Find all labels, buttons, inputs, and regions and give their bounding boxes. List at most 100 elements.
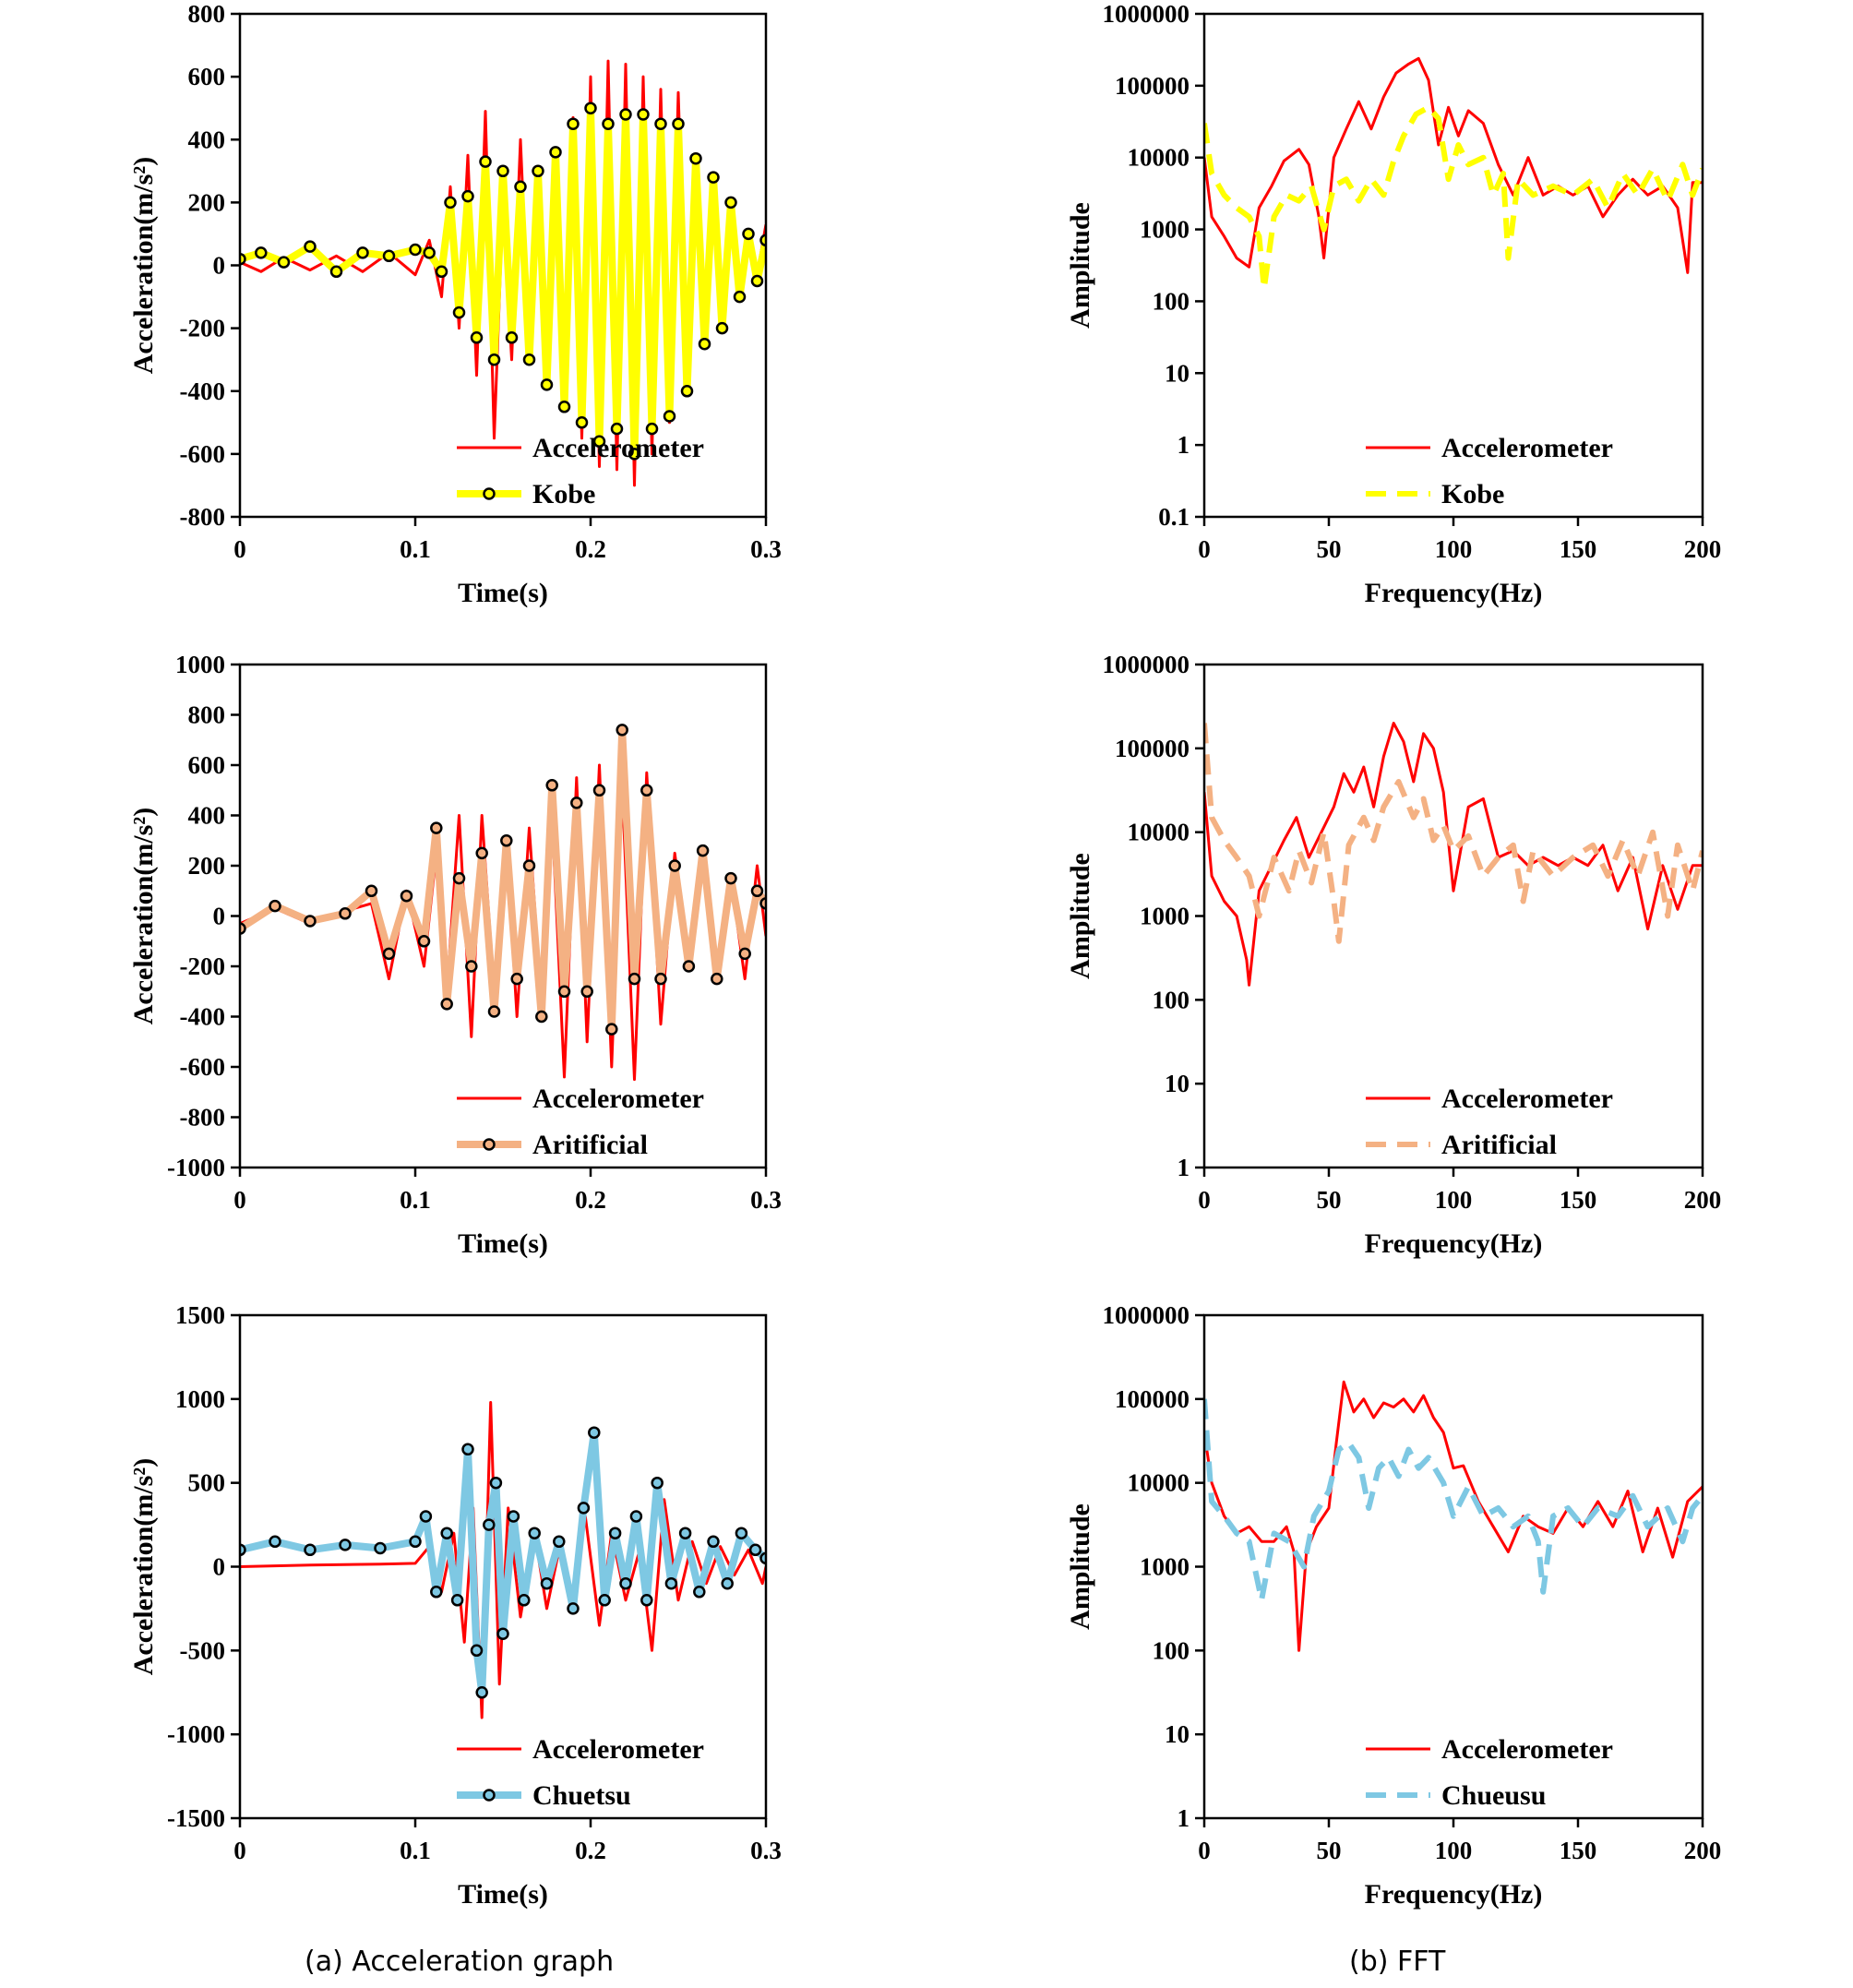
x-tick-label: 0.1 [400, 1837, 431, 1864]
y-tick-label: 200 [188, 852, 226, 880]
x-tick-label: 200 [1684, 1186, 1722, 1214]
data-point-marker [680, 385, 694, 398]
y-axis-title: Acceleration(m/s²) [128, 1458, 159, 1676]
data-point-marker [339, 907, 352, 920]
data-point-marker [487, 1005, 501, 1018]
x-tick-label: 0.3 [750, 1837, 782, 1864]
y-axis-title: Amplitude [1065, 853, 1095, 979]
series-line-reference [1204, 723, 1703, 944]
data-point-marker [444, 196, 457, 210]
chart-acc3: -1500 -1000 -500 0 500 1000 1500 0 0.1 0.2 0.3 Time… [128, 1301, 782, 1910]
y-tick-label: 1000 [175, 1385, 225, 1413]
y-tick-label: -200 [180, 952, 226, 980]
data-point-marker [540, 378, 554, 391]
y-tick-label: 1000 [1140, 1553, 1190, 1581]
data-point-marker [721, 1576, 734, 1590]
data-point-marker [696, 844, 710, 857]
legend-label: Kobe [1441, 479, 1504, 509]
plot-area [240, 1401, 766, 1719]
y-tick-label: 1 [1178, 1804, 1190, 1832]
chart-fft3: 1 10 100 1000 10000 100000 1000000 0 50 100 150 200… [1065, 1301, 1721, 1910]
y-tick-label: 100000 [1115, 72, 1190, 100]
legend-label: Accelerometer [1441, 1084, 1613, 1114]
data-point-marker [724, 871, 737, 885]
y-tick-label: 10000 [1128, 1469, 1190, 1497]
legend-label: Chueusu [1441, 1780, 1546, 1811]
data-point-marker [549, 146, 562, 159]
data-point-marker [567, 1602, 580, 1615]
data-point-marker [269, 899, 281, 913]
data-point-marker [356, 246, 369, 259]
data-point-marker [672, 117, 685, 130]
data-point-marker [510, 972, 523, 986]
data-point-marker [409, 1535, 422, 1549]
data-point-marker [514, 180, 527, 194]
data-point-marker [629, 1510, 643, 1523]
x-axis-title: Frequency(Hz) [1365, 1879, 1543, 1910]
data-point-marker [598, 1594, 611, 1607]
data-point-marker [711, 972, 723, 986]
data-point-marker [440, 998, 453, 1011]
data-point-marker [628, 448, 641, 461]
legend-marker [483, 1138, 496, 1151]
legend-label: Aritificial [532, 1130, 648, 1160]
data-point-marker [664, 1576, 678, 1590]
data-point-marker [693, 1586, 706, 1599]
data-point-marker [715, 321, 729, 335]
chart-fft1: 0.1 1 10 100 1000 10000 100000 1000000 0 50 100 150… [1065, 0, 1721, 608]
y-axis-title: Amplitude [1065, 202, 1095, 329]
x-tick-label: 0 [1198, 535, 1211, 563]
data-point-marker [339, 1539, 352, 1551]
data-point-marker [570, 796, 583, 809]
data-point-marker [269, 1535, 281, 1549]
x-tick-label: 0.2 [575, 1186, 606, 1214]
y-tick-label: 100000 [1115, 735, 1190, 762]
data-point-marker [557, 401, 571, 413]
x-tick-label: 0 [233, 1837, 246, 1864]
data-point-marker [651, 1476, 663, 1490]
y-tick-label: 10 [1165, 359, 1190, 387]
y-tick-label: 1 [1178, 1154, 1190, 1181]
x-tick-label: 0 [1198, 1837, 1211, 1864]
data-point-marker [654, 972, 667, 986]
data-point-marker [575, 416, 589, 429]
data-point-marker [724, 196, 737, 210]
y-axis-title: Amplitude [1065, 1503, 1095, 1630]
data-point-marker [742, 227, 755, 241]
y-tick-label: 800 [188, 0, 226, 28]
chart-acc1: -800 -600 -400 -200 0 200 400 600 800 0 0.1 0.2 0.3 T… [128, 0, 782, 608]
x-tick-label: 50 [1317, 1837, 1342, 1864]
y-tick-label: 400 [188, 126, 226, 153]
x-axis-title: Time(s) [458, 1228, 548, 1259]
data-point-marker [255, 246, 268, 259]
y-tick-label: 1000 [175, 651, 225, 678]
y-tick-label: -1000 [167, 1154, 225, 1181]
data-point-marker [616, 724, 628, 737]
data-point-marker [738, 947, 751, 961]
y-tick-label: -1500 [167, 1804, 225, 1832]
y-axis-title: Acceleration(m/s²) [128, 808, 159, 1025]
y-tick-label: -200 [180, 315, 226, 342]
data-point-marker [277, 256, 291, 269]
y-tick-label: 10000 [1128, 144, 1190, 172]
data-point-marker [475, 1686, 488, 1699]
y-tick-label: -500 [180, 1636, 226, 1664]
data-point-marker [654, 117, 667, 130]
y-tick-label: -400 [180, 377, 226, 405]
series-line-accelerometer [1204, 56, 1703, 274]
series-line-reference [1204, 1398, 1703, 1603]
data-point-marker [592, 784, 606, 797]
x-axis-title: Frequency(Hz) [1365, 1228, 1543, 1259]
data-point-marker [382, 249, 396, 263]
data-point-marker [240, 252, 246, 266]
y-tick-label: -600 [180, 440, 226, 468]
data-point-marker [698, 337, 711, 351]
data-point-marker [532, 164, 544, 178]
data-point-marker [452, 871, 466, 885]
y-tick-label: -400 [180, 1003, 226, 1031]
data-point-marker [489, 1476, 503, 1490]
data-point-marker [518, 1594, 531, 1607]
series-line-reference [1204, 104, 1703, 292]
y-tick-label: 1000 [1140, 903, 1190, 930]
